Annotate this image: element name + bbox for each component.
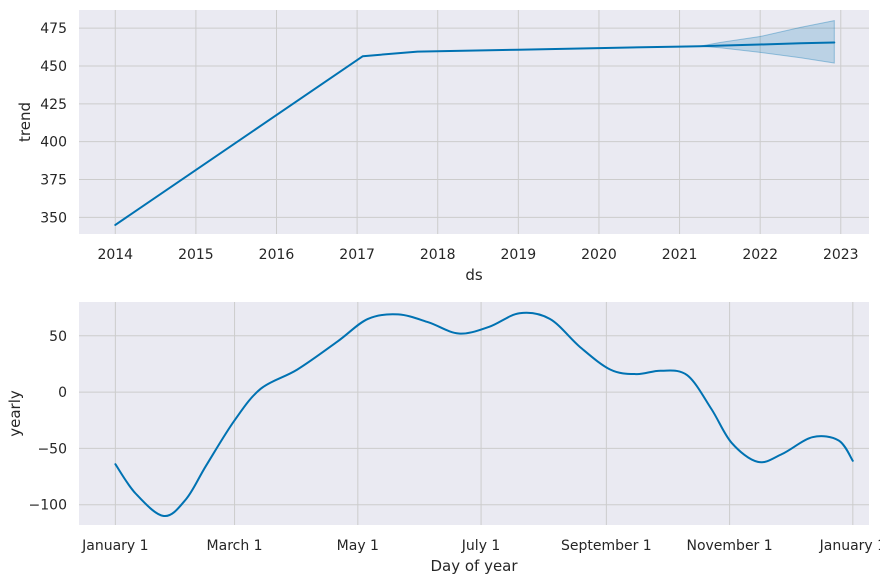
x-tick-label: 2020 bbox=[581, 247, 617, 263]
x-tick-label: May 1 bbox=[337, 538, 379, 554]
y-tick-label: 450 bbox=[40, 59, 67, 75]
plot-area bbox=[79, 302, 869, 525]
x-tick-label: 2021 bbox=[662, 247, 698, 263]
x-tick-label: March 1 bbox=[207, 538, 263, 554]
y-tick-label: 425 bbox=[40, 97, 67, 113]
y-tick-label: 350 bbox=[40, 210, 67, 226]
x-tick-label: 2022 bbox=[742, 247, 778, 263]
y-axis-label: yearly bbox=[6, 390, 24, 437]
x-axis-label: Day of year bbox=[430, 557, 518, 575]
x-tick-label: January 1 bbox=[81, 538, 148, 554]
y-tick-label: −100 bbox=[29, 498, 67, 514]
y-tick-label: 475 bbox=[40, 21, 67, 37]
x-tick-label: 2017 bbox=[339, 247, 375, 263]
x-tick-label: 2019 bbox=[501, 247, 537, 263]
x-tick-label: January 1 bbox=[819, 538, 880, 554]
y-tick-label: 0 bbox=[58, 385, 67, 401]
y-tick-label: −50 bbox=[37, 441, 67, 457]
x-tick-label: 2016 bbox=[259, 247, 295, 263]
x-tick-label: 2014 bbox=[97, 247, 133, 263]
series-line bbox=[114, 41, 836, 226]
x-tick-label: July 1 bbox=[461, 538, 501, 554]
x-tick-label: 2023 bbox=[823, 247, 859, 263]
x-tick-label: 2018 bbox=[420, 247, 456, 263]
x-axis-label: ds bbox=[465, 266, 483, 284]
trend-chart: 2014 2015 2016 2017 2018 2019 2020 2021 2022 2023… bbox=[16, 10, 869, 284]
y-tick-label: 400 bbox=[40, 135, 67, 151]
y-tick-label: 375 bbox=[40, 173, 67, 189]
x-tick-label: November 1 bbox=[686, 538, 772, 554]
y-axis-label: trend bbox=[16, 102, 34, 142]
yearly-chart: January 1 March 1 May 1 July 1 September 1 No… bbox=[6, 302, 880, 575]
x-tick-label: 2015 bbox=[178, 247, 214, 263]
plot-area bbox=[79, 10, 869, 234]
x-tick-label: September 1 bbox=[561, 538, 652, 554]
y-tick-label: 50 bbox=[49, 329, 67, 345]
series-line bbox=[114, 311, 854, 518]
